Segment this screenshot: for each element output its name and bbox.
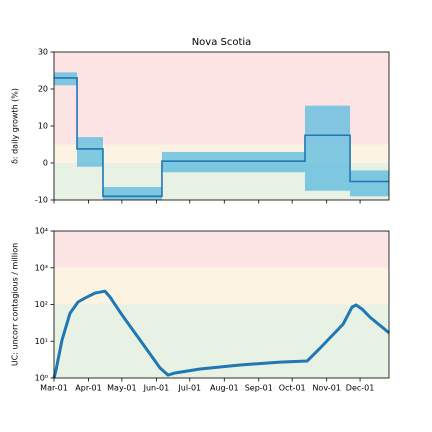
uncertainty-band <box>304 105 351 191</box>
x-tick-label: Jun-01 <box>143 384 170 393</box>
zone <box>54 267 389 305</box>
chart-title: Nova Scotia <box>192 37 252 48</box>
y-tick-label: -10 <box>35 196 48 205</box>
x-tick-label: Aug-01 <box>210 384 239 393</box>
uncertainty-band <box>77 137 103 167</box>
uncertainty-band <box>350 170 389 197</box>
x-tick-label: Jul-01 <box>177 384 201 393</box>
x-tick-label: Dec-01 <box>346 384 375 393</box>
x-tick-label: May-01 <box>107 384 136 393</box>
x-tick-label: Sep-01 <box>245 384 273 393</box>
y-tick-label: 30 <box>38 48 48 57</box>
zone <box>54 231 389 268</box>
y-tick-label: 10⁰ <box>35 374 48 383</box>
y-tick-label: 10³ <box>35 263 48 272</box>
x-tick-label: Mar-01 <box>40 384 68 393</box>
line <box>52 289 390 379</box>
y-tick-label: 10 <box>38 122 48 131</box>
x-tick-label: Nov-01 <box>312 384 340 393</box>
y-tick-label: 10⁴ <box>35 227 48 236</box>
step-line <box>54 77 389 198</box>
uncertainty-band <box>54 72 78 86</box>
y-tick-label: 20 <box>38 85 48 94</box>
x-tick-label: Apr-01 <box>75 384 101 393</box>
y-tick-label: 10² <box>35 300 48 309</box>
uncertainty-band <box>102 187 162 200</box>
uncertainty-band <box>161 151 305 173</box>
y-tick-label: 0 <box>43 159 48 168</box>
y-tick-label: 10¹ <box>35 337 48 346</box>
y-axis-label: UC: uncorr contagious / million <box>11 243 20 366</box>
x-tick-label: Oct-01 <box>279 384 306 393</box>
y-axis-label: δ: daily growth (%) <box>11 88 20 164</box>
